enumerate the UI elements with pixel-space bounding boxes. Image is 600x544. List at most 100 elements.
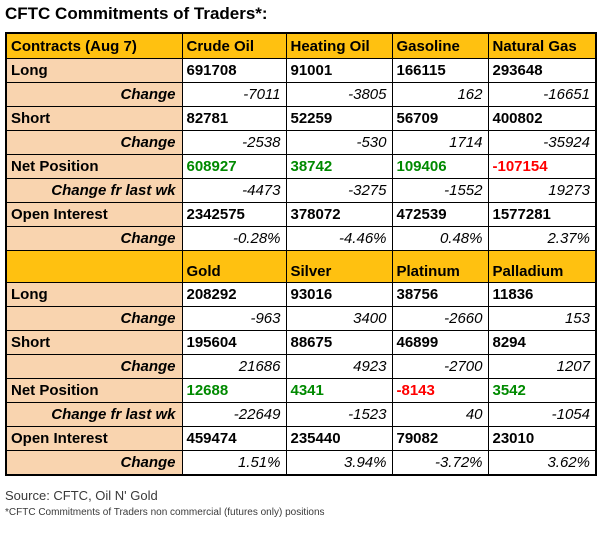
change-cell: 3.62% bbox=[487, 450, 597, 476]
row-short: Short 195604 88675 46899 8294 bbox=[5, 330, 597, 355]
value-cell: 11836 bbox=[487, 282, 597, 307]
value-cell: 2342575 bbox=[181, 202, 287, 227]
column-header-platinum: Platinum bbox=[391, 250, 489, 283]
value-cell: 459474 bbox=[181, 426, 287, 451]
change-cell: -0.28% bbox=[181, 226, 287, 251]
change-cell: 1.51% bbox=[181, 450, 287, 476]
change-cell: 0.48% bbox=[391, 226, 489, 251]
change-cell: 162 bbox=[391, 82, 489, 107]
change-cell: -963 bbox=[181, 306, 287, 331]
row-long: Long 208292 93016 38756 11836 bbox=[5, 282, 597, 307]
row-label-change: Change bbox=[5, 306, 183, 331]
value-cell: 56709 bbox=[391, 106, 489, 131]
net-position-cell: -107154 bbox=[487, 154, 597, 179]
row-label-change: Change bbox=[5, 354, 183, 379]
change-cell: -2660 bbox=[391, 306, 489, 331]
row-change-fr-last-wk: Change fr last wk -22649 -1523 40 -1054 bbox=[5, 402, 597, 427]
change-cell: 3400 bbox=[285, 306, 393, 331]
row-open-interest: Open Interest 2342575 378072 472539 1577… bbox=[5, 202, 597, 227]
row-label-short: Short bbox=[5, 106, 183, 131]
footnote-text: *CFTC Commitments of Traders non commerc… bbox=[5, 507, 325, 518]
row-short: Short 82781 52259 56709 400802 bbox=[5, 106, 597, 131]
net-position-cell: 109406 bbox=[391, 154, 489, 179]
row-label-change-fr-last-wk: Change fr last wk bbox=[5, 402, 183, 427]
value-cell: 195604 bbox=[181, 330, 287, 355]
value-cell: 208292 bbox=[181, 282, 287, 307]
row-label-change: Change bbox=[5, 130, 183, 155]
row-label-long: Long bbox=[5, 58, 183, 83]
change-cell: -3275 bbox=[285, 178, 393, 203]
value-cell: 400802 bbox=[487, 106, 597, 131]
value-cell: 52259 bbox=[285, 106, 393, 131]
row-long-change: Change -7011 -3805 162 -16651 bbox=[5, 82, 597, 107]
change-cell: -1054 bbox=[487, 402, 597, 427]
value-cell: 46899 bbox=[391, 330, 489, 355]
change-cell: -2538 bbox=[181, 130, 287, 155]
net-position-cell: 38742 bbox=[285, 154, 393, 179]
change-cell: -3805 bbox=[285, 82, 393, 107]
change-cell: -3.72% bbox=[391, 450, 489, 476]
row-label-change: Change bbox=[5, 82, 183, 107]
row-label-change: Change bbox=[5, 226, 183, 251]
value-cell: 23010 bbox=[487, 426, 597, 451]
value-cell: 91001 bbox=[285, 58, 393, 83]
row-open-interest: Open Interest 459474 235440 79082 23010 bbox=[5, 426, 597, 451]
net-position-cell: 4341 bbox=[285, 378, 393, 403]
value-cell: 293648 bbox=[487, 58, 597, 83]
row-net-position: Net Position 12688 4341 -8143 3542 bbox=[5, 378, 597, 403]
row-label-change-fr-last-wk: Change fr last wk bbox=[5, 178, 183, 203]
value-cell: 1577281 bbox=[487, 202, 597, 227]
change-cell: -4473 bbox=[181, 178, 287, 203]
column-header-contracts: Contracts (Aug 7) bbox=[5, 32, 183, 59]
change-cell: 2.37% bbox=[487, 226, 597, 251]
net-position-cell: 608927 bbox=[181, 154, 287, 179]
change-cell: -1552 bbox=[391, 178, 489, 203]
row-long-change: Change -963 3400 -2660 153 bbox=[5, 306, 597, 331]
row-label-change: Change bbox=[5, 450, 183, 476]
change-cell: 3.94% bbox=[285, 450, 393, 476]
change-cell: 153 bbox=[487, 306, 597, 331]
column-header-natural-gas: Natural Gas bbox=[487, 32, 597, 59]
column-header-silver: Silver bbox=[285, 250, 393, 283]
row-change-fr-last-wk: Change fr last wk -4473 -3275 -1552 1927… bbox=[5, 178, 597, 203]
page-title: CFTC Commitments of Traders*: bbox=[5, 4, 268, 23]
value-cell: 82781 bbox=[181, 106, 287, 131]
cot-table: Contracts (Aug 7) Crude Oil Heating Oil … bbox=[5, 32, 597, 476]
column-header-gasoline: Gasoline bbox=[391, 32, 489, 59]
change-cell: -4.46% bbox=[285, 226, 393, 251]
column-header-crude-oil: Crude Oil bbox=[181, 32, 287, 59]
row-short-change: Change -2538 -530 1714 -35924 bbox=[5, 130, 597, 155]
row-open-interest-change: Change 1.51% 3.94% -3.72% 3.62% bbox=[5, 450, 597, 476]
value-cell: 378072 bbox=[285, 202, 393, 227]
change-cell: -16651 bbox=[487, 82, 597, 107]
change-cell: -1523 bbox=[285, 402, 393, 427]
value-cell: 38756 bbox=[391, 282, 489, 307]
change-cell: 1714 bbox=[391, 130, 489, 155]
row-short-change: Change 21686 4923 -2700 1207 bbox=[5, 354, 597, 379]
change-cell: 19273 bbox=[487, 178, 597, 203]
column-header-palladium: Palladium bbox=[487, 250, 597, 283]
column-header-blank bbox=[5, 250, 183, 283]
change-cell: -7011 bbox=[181, 82, 287, 107]
change-cell: 21686 bbox=[181, 354, 287, 379]
value-cell: 472539 bbox=[391, 202, 489, 227]
source-text: Source: CFTC, Oil N' Gold bbox=[5, 488, 158, 503]
net-position-cell: 12688 bbox=[181, 378, 287, 403]
net-position-cell: -8143 bbox=[391, 378, 489, 403]
row-label-net-position: Net Position bbox=[5, 154, 183, 179]
row-label-short: Short bbox=[5, 330, 183, 355]
value-cell: 235440 bbox=[285, 426, 393, 451]
value-cell: 88675 bbox=[285, 330, 393, 355]
value-cell: 93016 bbox=[285, 282, 393, 307]
row-long: Long 691708 91001 166115 293648 bbox=[5, 58, 597, 83]
value-cell: 8294 bbox=[487, 330, 597, 355]
column-header-gold: Gold bbox=[181, 250, 287, 283]
value-cell: 79082 bbox=[391, 426, 489, 451]
net-position-cell: 3542 bbox=[487, 378, 597, 403]
value-cell: 166115 bbox=[391, 58, 489, 83]
row-label-long: Long bbox=[5, 282, 183, 307]
change-cell: 4923 bbox=[285, 354, 393, 379]
row-label-net-position: Net Position bbox=[5, 378, 183, 403]
change-cell: -2700 bbox=[391, 354, 489, 379]
change-cell: -530 bbox=[285, 130, 393, 155]
